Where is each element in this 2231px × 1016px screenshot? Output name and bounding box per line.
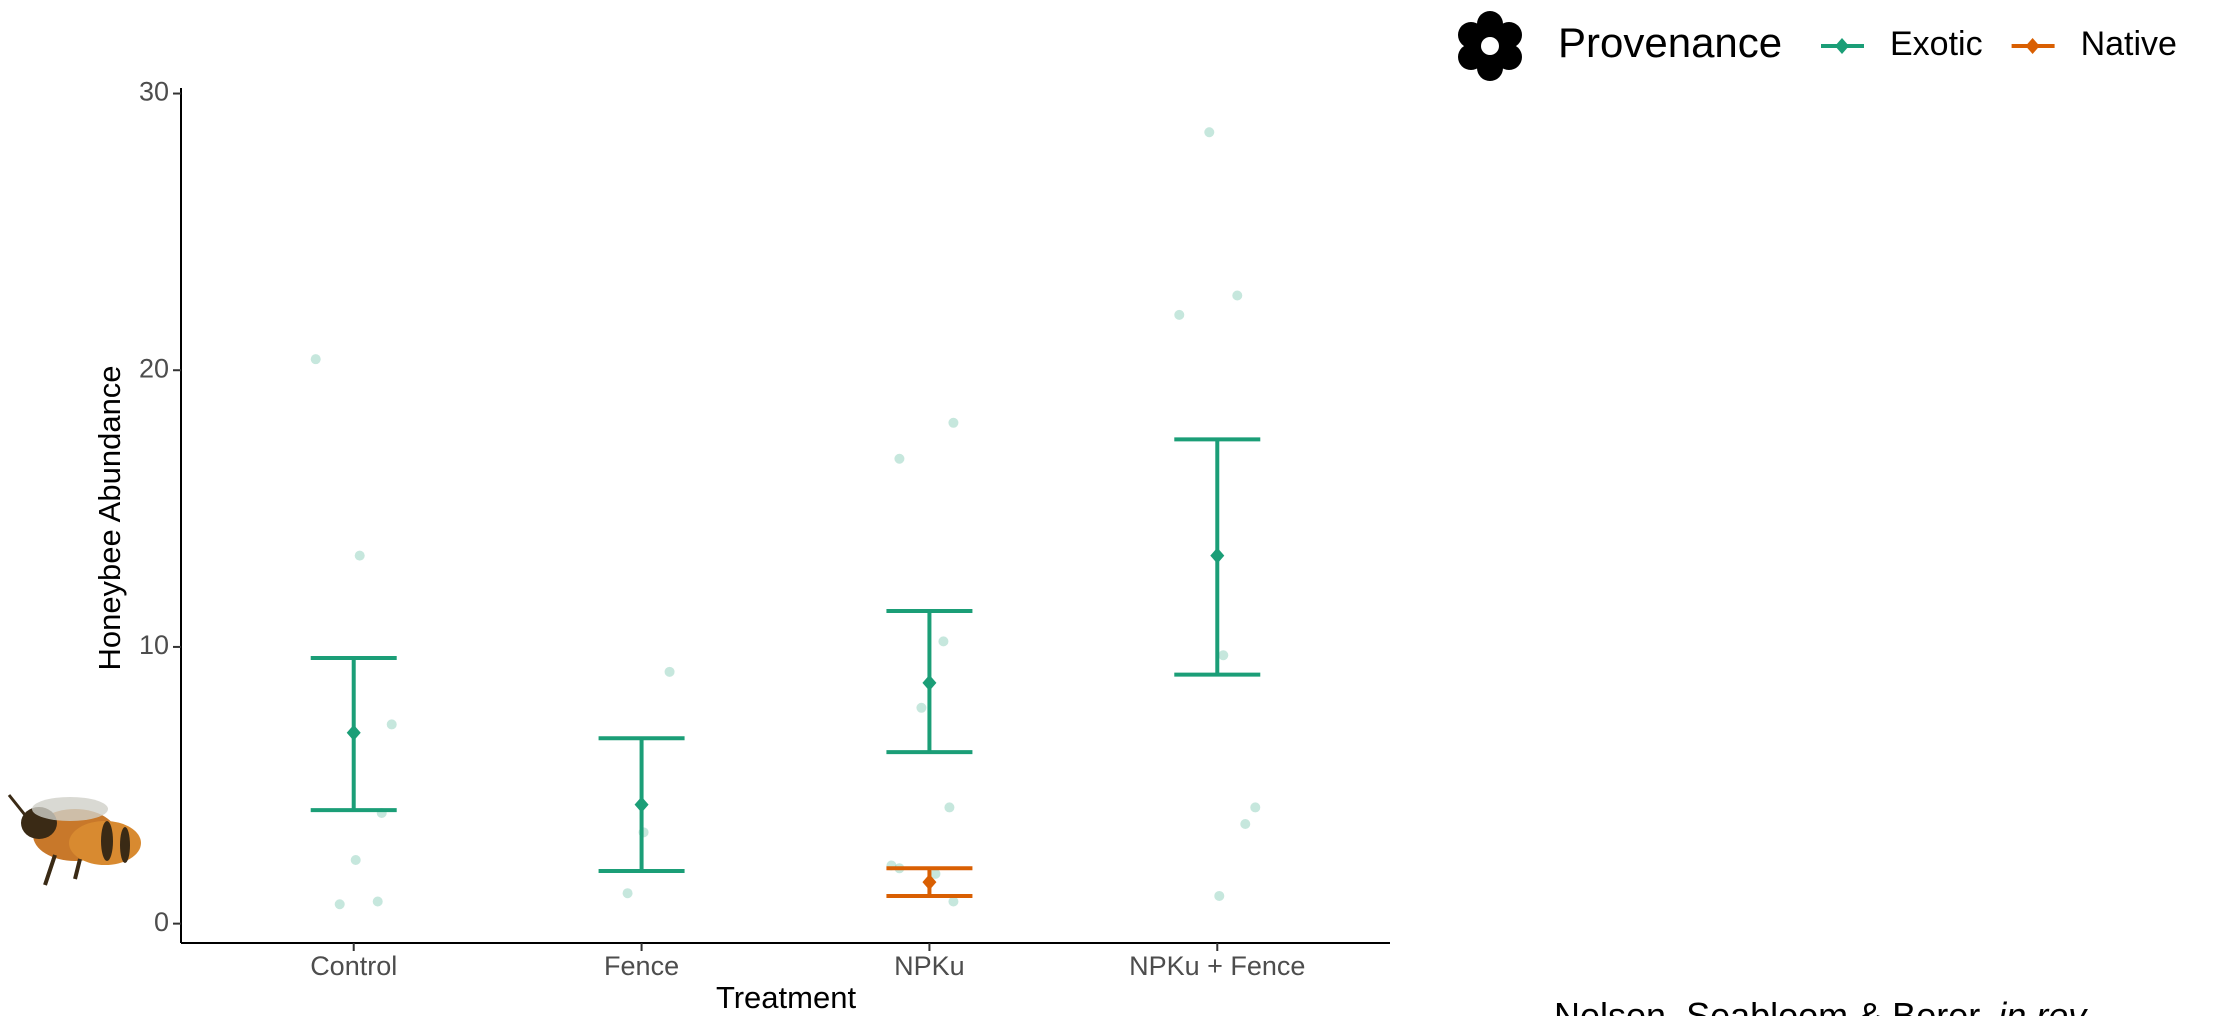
mean-point: [634, 796, 649, 813]
legend-label: Native: [2081, 25, 2177, 63]
legend-title: Provenance: [1558, 19, 1782, 66]
legend-key-marker: [2025, 38, 2040, 54]
raw-point: [916, 702, 927, 713]
mean-point: [922, 674, 937, 691]
x-tick-label: NPKu: [894, 951, 965, 981]
raw-point: [1214, 890, 1225, 901]
legend-label: Exotic: [1890, 25, 1983, 63]
y-tick-label: 10: [139, 630, 169, 660]
raw-point: [386, 719, 397, 730]
raw-point: [334, 899, 345, 910]
mean-point: [922, 874, 937, 891]
y-tick-label: 30: [139, 77, 169, 107]
y-axis-title: Honeybee Abundance: [92, 365, 127, 670]
raw-point: [310, 354, 321, 365]
x-axis-title: Treatment: [716, 980, 857, 1015]
raw-point: [948, 417, 959, 428]
mean-point: [346, 724, 361, 741]
flower-icon: [1458, 11, 1522, 81]
raw-point: [372, 896, 383, 907]
raw-point: [1218, 650, 1229, 661]
raw-point: [1250, 802, 1261, 813]
raw-point: [622, 888, 633, 899]
raw-point: [948, 896, 959, 907]
x-tick-label: Fence: [604, 951, 679, 981]
citation-authors: Nelson, Seabloom & Borer,: [1554, 995, 1988, 1016]
raw-point: [894, 453, 905, 464]
raw-point: [350, 854, 361, 865]
raw-point: [1240, 819, 1251, 830]
raw-point: [944, 802, 955, 813]
y-tick-label: 20: [139, 353, 169, 383]
citation-note: in rev: [1998, 995, 2088, 1016]
raw-point: [938, 636, 949, 647]
x-tick-label: NPKu + Fence: [1129, 951, 1305, 981]
raw-point: [354, 550, 365, 561]
x-tick-label: Control: [310, 951, 397, 981]
citation: Nelson, Seabloom & Borer, in rev: [1554, 995, 2088, 1016]
raw-point: [930, 868, 941, 879]
mean-point: [1210, 547, 1225, 564]
raw-point: [664, 666, 675, 677]
y-tick-label: 0: [154, 907, 169, 937]
bee-icon: [7, 794, 141, 886]
raw-point: [1232, 290, 1243, 301]
legend-key-marker: [1835, 38, 1849, 54]
raw-point: [1174, 309, 1185, 320]
raw-point: [1204, 127, 1215, 138]
